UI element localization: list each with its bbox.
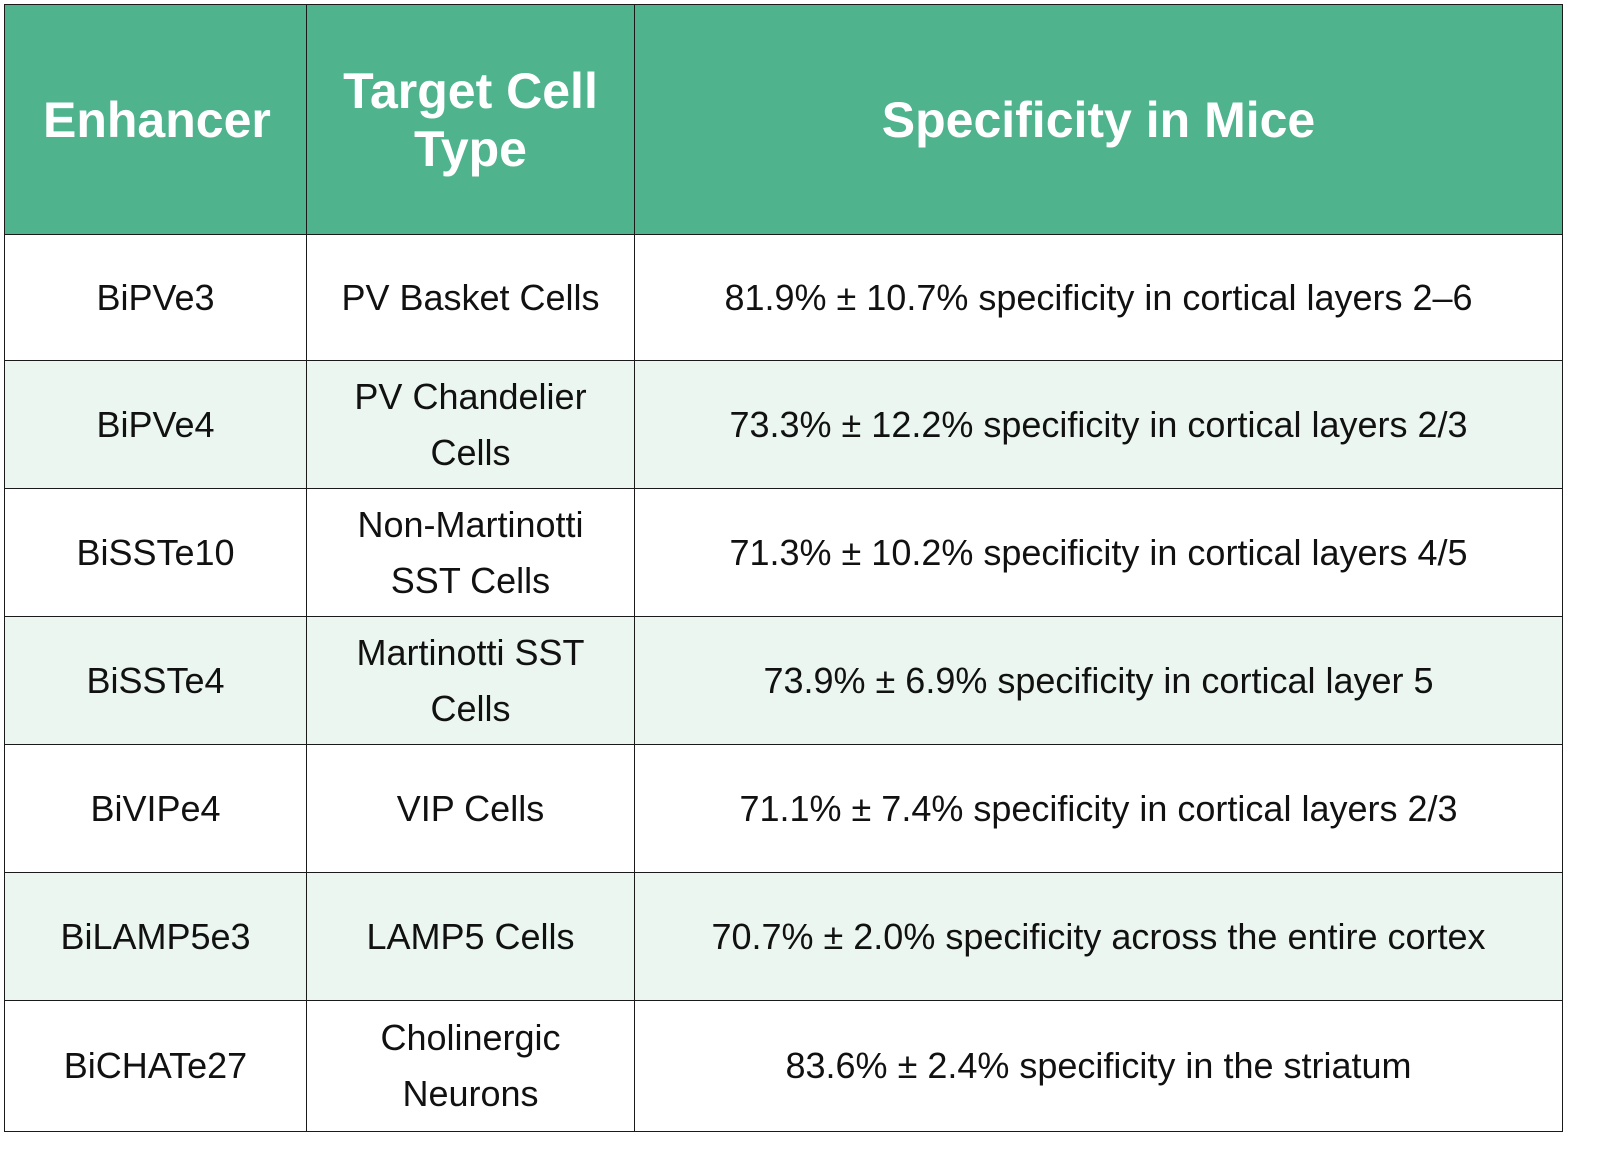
table-row: BiPVe3 PV Basket Cells 81.9% ± 10.7% spe…	[4, 234, 1563, 361]
target-cell: Martinotti SST Cells	[306, 616, 635, 745]
enhancer-cell: BiSSTe10	[4, 488, 307, 617]
specificity-cell: 83.6% ± 2.4% specificity in the striatum	[634, 1000, 1563, 1132]
target-cell: VIP Cells	[306, 744, 635, 873]
specificity-cell: 81.9% ± 10.7% specificity in cortical la…	[634, 234, 1563, 361]
specificity-cell: 70.7% ± 2.0% specificity across the enti…	[634, 872, 1563, 1001]
target-cell: Non-Martinotti SST Cells	[306, 488, 635, 617]
enhancer-specificity-table: Enhancer Target Cell Type Specificity in…	[4, 4, 1563, 1132]
enhancer-cell: BiPVe3	[4, 234, 307, 361]
table-row: BiVIPe4 VIP Cells 71.1% ± 7.4% specifici…	[4, 744, 1563, 873]
specificity-cell: 71.1% ± 7.4% specificity in cortical lay…	[634, 744, 1563, 873]
target-cell: LAMP5 Cells	[306, 872, 635, 1001]
enhancer-cell: BiCHATe27	[4, 1000, 307, 1132]
table-row: BiLAMP5e3 LAMP5 Cells 70.7% ± 2.0% speci…	[4, 872, 1563, 1001]
target-cell: PV Chandelier Cells	[306, 360, 635, 489]
enhancer-cell: BiLAMP5e3	[4, 872, 307, 1001]
header-target-cell-type: Target Cell Type	[306, 4, 635, 235]
table-row: BiPVe4 PV Chandelier Cells 73.3% ± 12.2%…	[4, 360, 1563, 489]
specificity-cell: 71.3% ± 10.2% specificity in cortical la…	[634, 488, 1563, 617]
enhancer-cell: BiSSTe4	[4, 616, 307, 745]
header-enhancer: Enhancer	[4, 4, 307, 235]
specificity-cell: 73.9% ± 6.9% specificity in cortical lay…	[634, 616, 1563, 745]
table-row: BiSSTe4 Martinotti SST Cells 73.9% ± 6.9…	[4, 616, 1563, 745]
target-cell: PV Basket Cells	[306, 234, 635, 361]
table-row: BiSSTe10 Non-Martinotti SST Cells 71.3% …	[4, 488, 1563, 617]
header-specificity-in-mice: Specificity in Mice	[634, 4, 1563, 235]
target-cell: Cholinergic Neurons	[306, 1000, 635, 1132]
enhancer-table-container: Enhancer Target Cell Type Specificity in…	[4, 4, 1563, 1132]
enhancer-cell: BiPVe4	[4, 360, 307, 489]
specificity-cell: 73.3% ± 12.2% specificity in cortical la…	[634, 360, 1563, 489]
table-row: BiCHATe27 Cholinergic Neurons 83.6% ± 2.…	[4, 1000, 1563, 1132]
enhancer-cell: BiVIPe4	[4, 744, 307, 873]
table-header-row: Enhancer Target Cell Type Specificity in…	[4, 4, 1563, 235]
